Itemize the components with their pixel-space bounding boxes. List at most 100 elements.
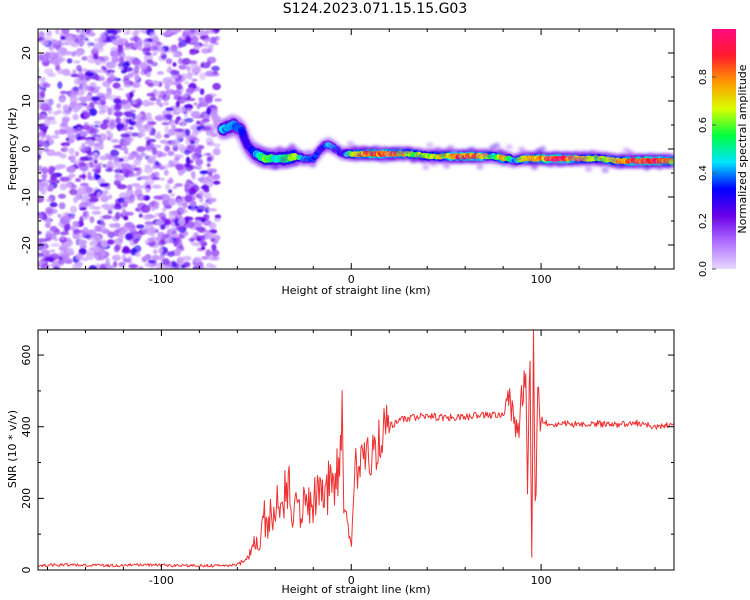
noise-blob	[211, 65, 220, 72]
halo-mark	[376, 146, 384, 151]
noise-blob	[100, 33, 107, 41]
noise-blob	[93, 152, 99, 157]
noise-blob	[210, 110, 216, 117]
noise-blob	[38, 83, 41, 90]
noise-blob	[206, 141, 215, 147]
noise-blob	[38, 179, 44, 183]
halo-mark	[438, 151, 446, 157]
noise-blob	[172, 62, 177, 67]
noise-blob	[186, 220, 195, 228]
noise-blob	[38, 53, 44, 61]
x-tick-label: -100	[149, 574, 174, 587]
noise-blob	[49, 208, 58, 214]
halo-mark	[309, 162, 317, 168]
noise-blob	[112, 261, 118, 268]
noise-blob	[83, 68, 88, 72]
noise-blob	[167, 128, 176, 136]
halo-mark	[547, 162, 555, 168]
noise-blob	[121, 167, 127, 175]
noise-blob	[213, 41, 219, 46]
noise-region	[38, 29, 223, 269]
halo-mark	[430, 161, 438, 167]
halo-mark	[639, 160, 647, 166]
noise-blob	[153, 249, 158, 255]
noise-blob	[112, 82, 121, 89]
noise-blob	[187, 159, 194, 164]
noise-blob	[144, 52, 152, 56]
noise-blob	[177, 96, 186, 104]
noise-blob	[72, 228, 80, 235]
noise-blob	[46, 116, 56, 121]
halo-mark	[593, 154, 601, 160]
noise-blob	[198, 227, 205, 233]
noise-blob	[161, 234, 169, 240]
noise-blob	[205, 249, 212, 257]
noise-blob	[158, 165, 165, 170]
noise-blob	[158, 247, 163, 254]
noise-blob	[105, 264, 115, 269]
noise-blob	[38, 260, 47, 265]
halo-mark	[656, 165, 664, 171]
noise-blob	[151, 254, 160, 261]
noise-blob	[212, 82, 221, 91]
noise-blob	[99, 122, 109, 130]
noise-blob	[207, 208, 218, 212]
noise-blob	[201, 255, 209, 260]
halo-mark	[651, 160, 659, 166]
noise-blob	[195, 216, 205, 221]
noise-blob	[93, 146, 102, 151]
noise-blob	[173, 154, 180, 158]
noise-blob	[143, 38, 149, 43]
noise-blob	[127, 255, 132, 264]
halo-mark	[539, 146, 547, 152]
noise-blob	[197, 177, 206, 182]
noise-blob	[184, 182, 191, 190]
noise-blob	[206, 262, 214, 269]
noise-blob	[198, 97, 206, 106]
noise-blob	[69, 188, 78, 196]
noise-blob	[49, 233, 57, 240]
noise-blob	[107, 75, 118, 82]
noise-blob	[166, 81, 172, 86]
noise-blob	[88, 197, 99, 203]
noise-blob	[206, 60, 212, 66]
noise-blob	[87, 31, 96, 37]
noise-blob	[88, 162, 95, 169]
noise-blob	[73, 77, 82, 86]
noise-blob	[118, 51, 126, 59]
colorbar-gradient	[712, 29, 736, 269]
noise-blob	[200, 62, 205, 69]
noise-blob	[136, 177, 142, 181]
noise-blob	[204, 37, 212, 43]
noise-blob	[185, 87, 195, 94]
noise-blob	[136, 146, 146, 153]
halo-mark	[493, 143, 501, 148]
noise-blob	[41, 166, 49, 175]
noise-blob	[40, 39, 49, 46]
noise-blob	[112, 144, 122, 149]
noise-blob	[97, 226, 102, 232]
noise-blob	[55, 228, 60, 233]
noise-blob	[155, 99, 161, 106]
noise-blob	[142, 214, 153, 221]
noise-blob	[185, 164, 194, 172]
noise-blob	[119, 56, 125, 64]
halo-mark	[326, 141, 334, 147]
noise-blob	[167, 251, 175, 257]
noise-blob	[117, 43, 124, 50]
noise-blob	[128, 264, 139, 269]
noise-blob	[79, 182, 89, 187]
noise-blob	[155, 263, 166, 269]
colorbar: 0.0 0.2 0.4 0.6 0.8 Normalized spectral ampl…	[698, 29, 749, 277]
noise-blob	[60, 176, 70, 182]
y-tick-label: 200	[20, 488, 33, 509]
noise-blob	[68, 173, 76, 178]
noise-blob	[121, 163, 131, 169]
noise-blob	[123, 83, 132, 88]
noise-blob	[99, 182, 109, 188]
y-tick-label: 0	[20, 146, 33, 153]
noise-blob	[114, 206, 124, 210]
halo-mark	[601, 167, 609, 173]
